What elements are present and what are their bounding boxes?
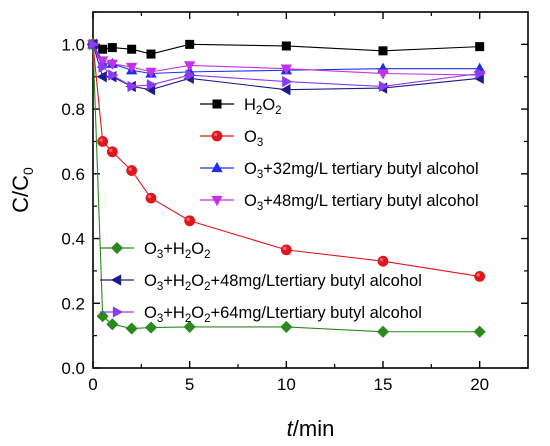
series-1	[87, 38, 486, 282]
data-point	[475, 67, 486, 80]
x-tick-label: 5	[185, 375, 194, 394]
series-0	[88, 39, 485, 59]
data-point	[106, 59, 119, 70]
legend-marker	[110, 274, 122, 286]
series-layer	[86, 38, 486, 338]
data-point	[475, 42, 485, 52]
y-axis-title: C/C0	[8, 167, 36, 213]
data-point	[185, 39, 195, 49]
y-axis-title-sub: 0	[20, 167, 36, 175]
legend-label: O3+48mg/L tertiary butyl alcohol	[244, 192, 479, 213]
legend-marker	[112, 306, 124, 318]
data-point	[377, 255, 389, 267]
data-point	[96, 310, 109, 323]
data-point	[377, 69, 389, 80]
legend-marker	[110, 241, 124, 255]
legend-entry-1: O3	[200, 128, 263, 149]
data-point	[183, 320, 196, 333]
legend-entry-5: O3+H2O2+48mg/Ltertiary butyl alcohol	[100, 272, 422, 293]
legend: H2O2 O3 O3+32mg/L tertiary butyl alcohol O3…	[100, 96, 479, 325]
x-axis-title-italic: t	[287, 416, 294, 441]
data-point	[145, 192, 157, 204]
legend-marker	[211, 130, 223, 142]
marker-highlight	[99, 138, 103, 142]
data-point	[473, 325, 486, 338]
legend-label: O3+H2O2+48mg/Ltertiary butyl alcohol	[144, 272, 422, 293]
y-tick-label: 0.6	[61, 165, 85, 184]
y-tick-label: 0.2	[61, 294, 85, 313]
axes: 0 5 10 15 20 0.0 0.2 0.4 0.6 0.8 1.0	[61, 11, 529, 394]
data-point	[282, 75, 293, 88]
data-point	[127, 44, 137, 54]
legend-label: H2O2	[244, 96, 282, 117]
data-point	[281, 41, 291, 51]
data-point	[97, 136, 109, 147]
data-point	[126, 165, 138, 176]
data-point	[183, 61, 196, 72]
data-point	[280, 320, 293, 333]
data-point	[146, 79, 158, 91]
data-point	[127, 80, 138, 93]
plot-frame	[92, 11, 529, 369]
x-axis-title-rest: /min	[293, 416, 335, 441]
x-tick-label: 0	[88, 375, 97, 394]
marker-highlight	[109, 148, 113, 153]
legend-entry-0: H2O2	[200, 96, 282, 117]
data-point	[146, 49, 156, 59]
data-point	[108, 69, 119, 81]
marker-highlight	[283, 246, 287, 251]
data-point	[106, 318, 119, 331]
legend-marker	[212, 99, 222, 109]
legend-label: O3+H2O2+64mg/Ltertiary butyl alcohol	[144, 304, 422, 325]
y-tick-label: 1.0	[61, 35, 85, 54]
x-tick-label: 15	[374, 375, 393, 394]
data-point	[185, 69, 196, 81]
legend-label: O3+H2O2	[144, 240, 210, 261]
legend-entry-2: O3+32mg/L tertiary butyl alcohol	[200, 160, 479, 181]
legend-entry-3: O3+48mg/L tertiary butyl alcohol	[200, 192, 479, 213]
legend-marker	[211, 161, 223, 173]
marker-highlight	[186, 217, 190, 221]
data-point	[378, 46, 388, 56]
data-point	[280, 244, 292, 256]
data-point	[106, 146, 118, 158]
legend-entry-4: O3+H2O2	[100, 240, 210, 261]
data-point	[184, 215, 196, 227]
y-tick-label: 0.8	[61, 100, 85, 119]
data-point	[88, 38, 100, 51]
marker-highlight	[213, 132, 218, 137]
legend-entry-6: O3+H2O2+64mg/Ltertiary butyl alcohol	[100, 304, 422, 325]
data-point	[144, 321, 158, 334]
data-point	[376, 325, 390, 338]
marker-highlight	[147, 194, 152, 199]
data-point	[125, 62, 138, 74]
y-tick-label: 0.4	[61, 230, 85, 249]
data-point	[145, 67, 157, 78]
x-tick-label: 20	[470, 375, 489, 394]
data-point	[107, 43, 117, 53]
x-axis-title: t/min	[287, 416, 335, 441]
legend-label: O3	[244, 128, 263, 149]
data-point	[280, 83, 291, 96]
marker-highlight	[379, 257, 384, 262]
data-point	[474, 271, 486, 282]
data-point	[378, 80, 390, 93]
y-axis-title-main: C/C	[8, 175, 33, 213]
data-point	[280, 64, 293, 75]
data-point	[98, 44, 108, 54]
marker-highlight	[476, 273, 480, 277]
y-tick-label: 0.0	[61, 359, 85, 378]
series-4	[86, 38, 486, 338]
x-tick-label: 10	[277, 375, 296, 394]
series-6	[88, 38, 486, 93]
marker-highlight	[128, 167, 132, 171]
data-point	[98, 61, 109, 73]
data-point	[125, 322, 138, 335]
legend-marker	[211, 195, 223, 207]
legend-label: O3+32mg/L tertiary butyl alcohol	[244, 160, 479, 181]
